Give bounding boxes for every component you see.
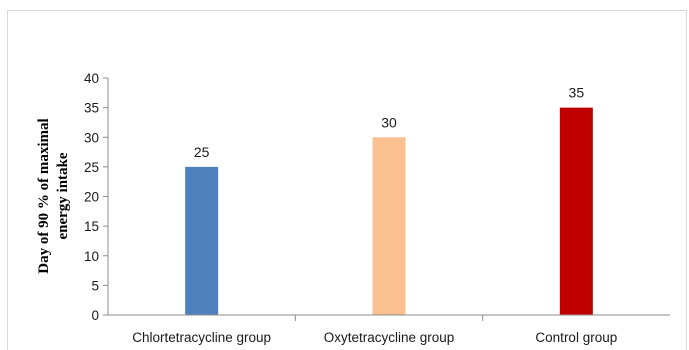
bar [559, 107, 593, 315]
y-tick-label: 15 [84, 219, 99, 234]
y-tick-label: 40 [84, 71, 99, 86]
y-tick-label: 20 [84, 190, 99, 205]
x-axis-categories: Chlortetracycline group Oxytetracycline g… [132, 315, 617, 345]
category-label: Chlortetracycline group [132, 330, 271, 345]
bars [185, 107, 593, 315]
data-label: 30 [381, 114, 397, 130]
data-label: 35 [569, 85, 585, 101]
y-axis-label-line-2: energy intake [55, 152, 71, 239]
y-axis-label-line-1: Day of 90 % of maximal [36, 118, 52, 273]
data-labels: 25 30 35 [194, 85, 584, 160]
data-label: 25 [194, 144, 210, 160]
category-label: Oxytetracycline group [324, 330, 455, 345]
bar [372, 137, 406, 315]
category-label: Control group [535, 330, 617, 345]
chart-frame [7, 10, 687, 350]
y-axis-label: Day of 90 % of maximal energy intake [36, 118, 71, 273]
bar [185, 166, 219, 315]
y-tick-label: 30 [84, 130, 99, 145]
y-tick-label: 35 [84, 101, 99, 116]
y-axis-ticks: 0 5 10 15 20 25 30 35 40 [84, 71, 108, 323]
y-tick-label: 0 [91, 308, 99, 323]
axes [107, 78, 670, 316]
y-tick-label: 25 [84, 160, 99, 175]
y-tick-label: 5 [91, 278, 99, 293]
y-tick-label: 10 [84, 249, 99, 264]
